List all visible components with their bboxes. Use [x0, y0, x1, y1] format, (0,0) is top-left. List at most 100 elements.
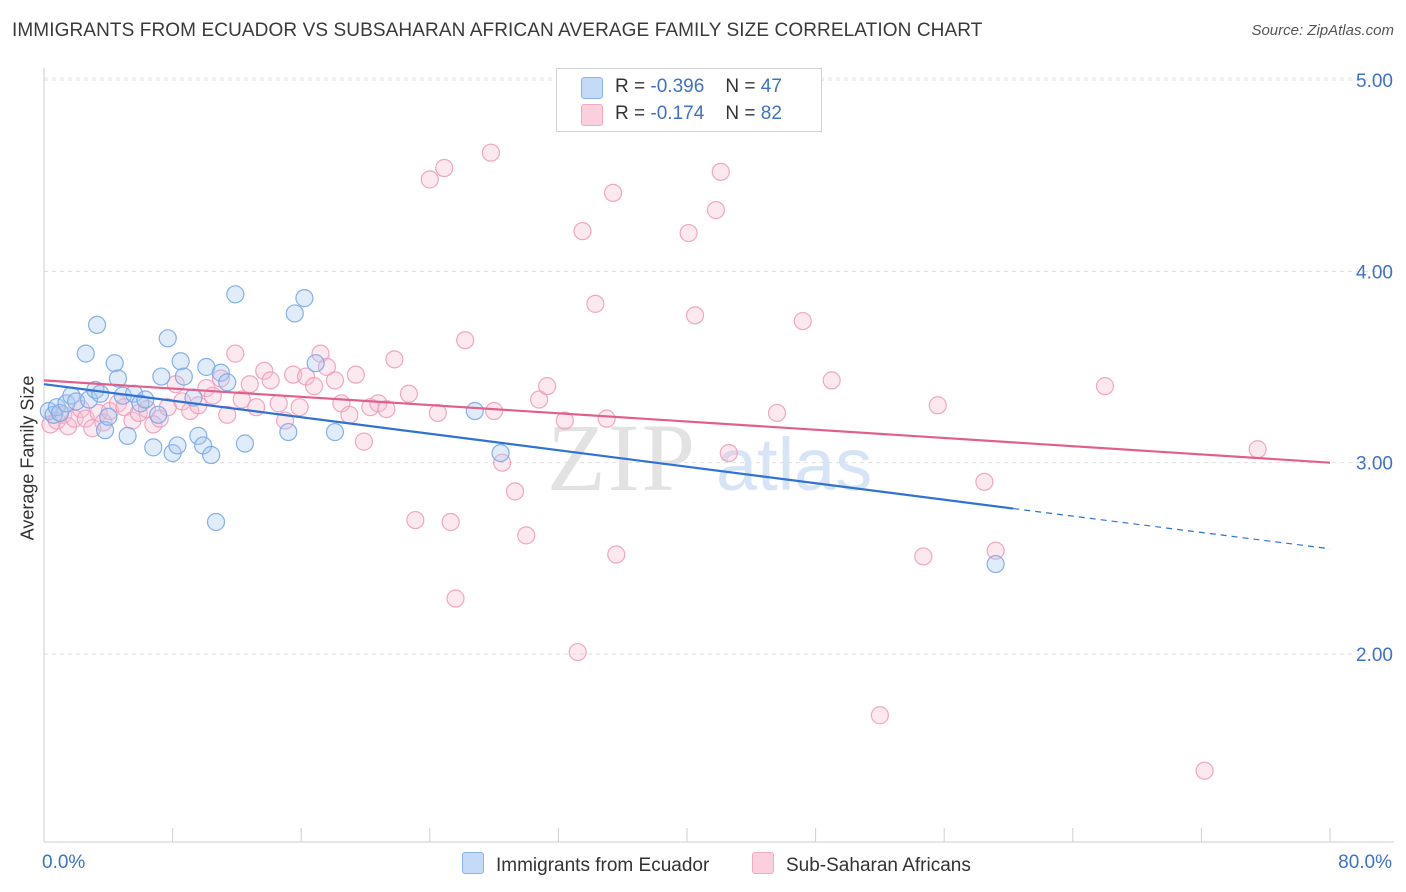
ecuador-point — [491, 444, 510, 463]
ecuador-trend-extrapolation — [1013, 507, 1331, 550]
subsaharan-point — [269, 394, 288, 413]
subsaharan-point — [406, 510, 425, 530]
watermark-atlas: atlas — [716, 423, 872, 506]
subsaharan-point — [914, 547, 933, 566]
subsaharan-point — [586, 294, 605, 313]
subsaharan-points — [41, 143, 1267, 780]
bottom-legend-subsaharan: Sub-Saharan Africans — [752, 852, 971, 877]
subsaharan-point — [711, 162, 730, 181]
subsaharan-point — [928, 396, 947, 415]
subsaharan-point — [89, 403, 108, 423]
subsaharan-point — [317, 357, 337, 377]
y-tick-label: 2.00 — [1356, 645, 1393, 666]
subsaharan-point — [385, 350, 404, 369]
bottom-legend-subsaharan-label: Sub-Saharan Africans — [786, 855, 971, 876]
ecuador-point — [95, 421, 115, 440]
subsaharan-point — [767, 403, 787, 423]
ecuador-point — [295, 289, 314, 308]
ecuador-point — [226, 285, 245, 304]
ecuador-point — [152, 367, 171, 386]
ecuador-point — [91, 384, 110, 403]
ecuador-point — [144, 438, 163, 457]
subsaharan-point — [481, 143, 500, 162]
chart-title: IMMIGRANTS FROM ECUADOR VS SUBSAHARAN AF… — [12, 20, 983, 41]
subsaharan-point — [603, 183, 623, 202]
ecuador-point — [211, 363, 230, 382]
subsaharan-point — [428, 403, 447, 423]
subsaharan-point — [597, 409, 616, 428]
ecuador-point — [136, 390, 155, 409]
subsaharan-point — [538, 377, 557, 396]
ecuador-trend-line — [43, 383, 1014, 510]
ecuador-point — [986, 554, 1005, 574]
subsaharan-trend-line — [43, 379, 1331, 464]
ecuador-point — [174, 367, 193, 386]
subsaharan-point — [607, 545, 626, 564]
correlation-legend: R = -0.396 N = 47 R = -0.174 N = 82 — [556, 68, 822, 132]
ecuador-point — [108, 369, 128, 388]
subsaharan-point — [261, 371, 280, 390]
subsaharan-point — [346, 365, 365, 384]
x-tick-max: 80.0% — [1338, 852, 1392, 873]
legend-n-label: N = — [725, 76, 756, 97]
subsaharan-point — [232, 390, 251, 409]
subsaharan-point — [975, 472, 994, 491]
ecuador-points — [39, 285, 1005, 574]
subsaharan-swatch — [581, 104, 603, 126]
subsaharan-point — [240, 375, 259, 394]
subsaharan-point — [485, 401, 504, 421]
subsaharan-point — [226, 344, 245, 363]
subsaharan-point — [441, 512, 460, 532]
legend-n-value: 47 — [760, 76, 782, 97]
x-tick-min: 0.0% — [42, 852, 86, 873]
legend-r-value: -0.396 — [650, 76, 705, 97]
subsaharan-point — [573, 222, 592, 241]
ecuador-point — [285, 304, 304, 323]
subsaharan-point — [719, 444, 738, 463]
ecuador-point — [118, 426, 137, 445]
ecuador-point — [202, 445, 221, 465]
watermark: ZIP atlas — [547, 404, 872, 511]
ecuador-swatch — [581, 77, 603, 99]
y-tick-label: 4.00 — [1356, 262, 1393, 283]
subsaharan-point — [793, 311, 812, 331]
ecuador-point — [76, 344, 95, 363]
subsaharan-point — [679, 223, 698, 243]
ecuador-point — [306, 354, 325, 373]
ecuador-point — [47, 398, 66, 417]
ecuador-point — [235, 434, 255, 453]
legend-r-label: R = — [615, 76, 646, 97]
subsaharan-point — [399, 384, 419, 403]
subsaharan-point — [218, 405, 237, 424]
subsaharan-point — [1248, 440, 1267, 459]
ecuador-point — [149, 405, 168, 424]
subsaharan-point — [456, 331, 475, 350]
ecuador-point — [171, 352, 190, 371]
subsaharan-point — [1095, 377, 1115, 396]
ecuador-point — [50, 403, 70, 423]
ecuador-point — [325, 422, 345, 442]
ecuador-point — [87, 315, 107, 335]
ecuador-point — [206, 512, 226, 532]
trend-lines — [43, 379, 1331, 550]
subsaharan-point — [517, 526, 536, 545]
ecuador-point — [218, 373, 237, 392]
bottom-legend-ecuador-label: Immigrants from Ecuador — [496, 855, 710, 876]
ecuador-swatch — [462, 852, 484, 874]
source-credit: Source: ZipAtlas.com — [1251, 22, 1394, 39]
ecuador-point — [465, 401, 484, 421]
ecuador-point — [279, 422, 298, 442]
subsaharan-point — [822, 371, 841, 390]
subsaharan-point — [986, 541, 1005, 560]
ecuador-point — [189, 426, 208, 445]
subsaharan-point — [685, 306, 705, 325]
y-tick-label: 3.00 — [1356, 454, 1393, 475]
subsaharan-point — [505, 482, 525, 501]
subsaharan-point — [446, 589, 465, 608]
subsaharan-point — [255, 361, 274, 380]
y-tick-label: 5.00 — [1356, 71, 1393, 92]
ecuador-point — [158, 329, 177, 348]
subsaharan-swatch — [752, 852, 774, 874]
subsaharan-point — [290, 398, 309, 417]
axes — [43, 68, 1394, 843]
